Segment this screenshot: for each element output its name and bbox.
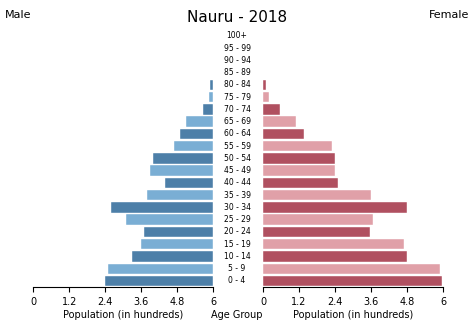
Bar [141,239,213,249]
Bar [263,251,407,262]
Bar [111,202,213,213]
Bar [263,227,370,237]
Text: 60 - 64: 60 - 64 [224,129,250,138]
Bar [144,227,213,237]
Bar [263,153,335,164]
Bar [263,116,296,127]
Text: 20 - 24: 20 - 24 [224,227,250,236]
Bar [263,92,269,102]
Bar [186,116,213,127]
Text: 5 - 9: 5 - 9 [228,264,246,273]
Text: Male: Male [5,10,31,20]
Bar [105,276,213,286]
Text: Population (in hundreds): Population (in hundreds) [63,310,183,320]
Text: 15 - 19: 15 - 19 [224,240,250,249]
Bar [263,214,373,225]
Bar [263,202,407,213]
Text: Age Group: Age Group [211,310,263,320]
Bar [174,141,213,151]
Bar [263,129,304,139]
Text: 25 - 29: 25 - 29 [224,215,250,224]
Text: 100+: 100+ [227,31,247,40]
Bar [263,141,332,151]
Bar [263,165,335,176]
Bar [263,263,440,274]
Text: 95 - 99: 95 - 99 [224,44,250,52]
Bar [153,153,213,164]
Text: Nauru - 2018: Nauru - 2018 [187,10,287,25]
Text: 40 - 44: 40 - 44 [224,179,250,187]
Text: 35 - 39: 35 - 39 [224,191,250,200]
Bar [263,80,266,90]
Bar [203,104,213,115]
Text: 55 - 59: 55 - 59 [224,142,250,150]
Bar [263,190,371,200]
Bar [108,263,213,274]
Bar [263,104,280,115]
Text: 90 - 94: 90 - 94 [224,56,250,65]
Text: 80 - 84: 80 - 84 [224,81,250,89]
Bar [210,80,213,90]
Bar [263,239,404,249]
Text: 0 - 4: 0 - 4 [228,277,246,285]
Bar [126,214,213,225]
Bar [165,178,213,188]
Text: 10 - 14: 10 - 14 [224,252,250,261]
Bar [132,251,213,262]
Bar [150,165,213,176]
Text: Population (in hundreds): Population (in hundreds) [293,310,413,320]
Text: Female: Female [429,10,469,20]
Bar [263,178,338,188]
Bar [209,92,213,102]
Text: 50 - 54: 50 - 54 [224,154,250,163]
Text: 30 - 34: 30 - 34 [224,203,250,212]
Text: 70 - 74: 70 - 74 [224,105,250,114]
Text: 65 - 69: 65 - 69 [224,117,250,126]
Text: 75 - 79: 75 - 79 [224,93,250,102]
Text: 45 - 49: 45 - 49 [224,166,250,175]
Bar [180,129,213,139]
Text: 85 - 89: 85 - 89 [224,68,250,77]
Bar [147,190,213,200]
Bar [263,276,442,286]
